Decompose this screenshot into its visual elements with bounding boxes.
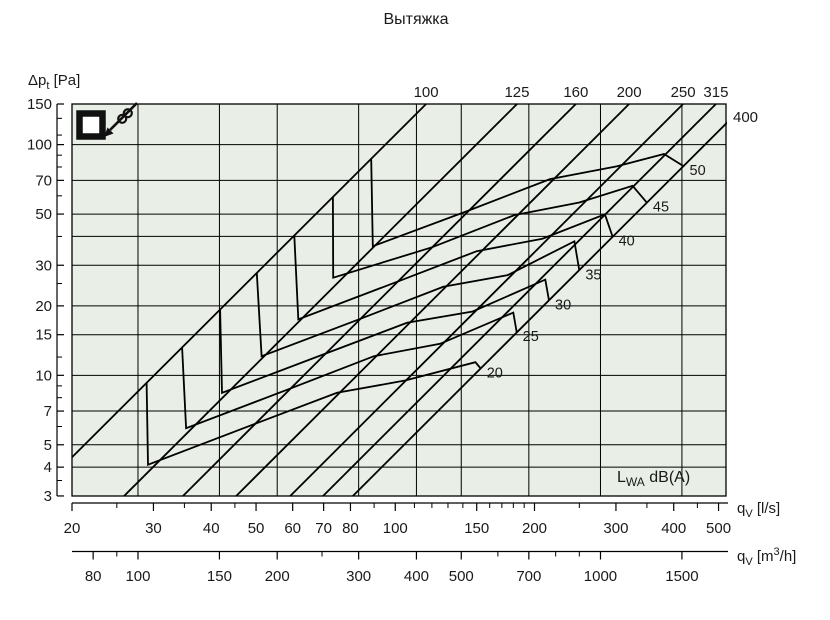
y-tick-label: 10 — [35, 367, 52, 384]
x-ls-tick-label: 40 — [203, 520, 220, 537]
noise-level-label-45: 45 — [653, 200, 669, 216]
noise-level-label-25: 25 — [523, 329, 539, 345]
x-ls-tick-label: 60 — [284, 520, 301, 537]
diameter-label-400: 400 — [733, 109, 758, 126]
x-m3h-tick-label: 100 — [125, 568, 150, 585]
noise-curve-35 — [255, 239, 581, 358]
arrow-shaft — [109, 102, 138, 131]
x-ls-tick-label: 50 — [248, 520, 265, 537]
diameter-label-100: 100 — [414, 84, 439, 101]
y-tick-label: 100 — [27, 137, 52, 154]
y-tick-label: 7 — [44, 403, 52, 420]
diameter-label-250: 250 — [671, 84, 696, 101]
noise-level-label-20: 20 — [487, 366, 503, 382]
y-tick-label: 70 — [35, 172, 52, 189]
x-ls-tick-label: 400 — [661, 520, 686, 537]
y-tick-label: 20 — [35, 298, 52, 315]
y-tick-label: 4 — [44, 459, 52, 476]
noise-level-label-50: 50 — [690, 163, 706, 179]
x-m3h-tick-label: 300 — [346, 568, 371, 585]
y-tick-label: 3 — [44, 488, 52, 505]
y-tick-label: 50 — [35, 206, 52, 223]
x-ls-tick-label: 30 — [145, 520, 162, 537]
x-m3h-tick-label: 500 — [449, 568, 474, 585]
x-ls-tick-label: 500 — [706, 520, 731, 537]
x-m3h-tick-label: 400 — [404, 568, 429, 585]
x-m3h-tick-label: 200 — [265, 568, 290, 585]
x-m3h-tick-label: 1000 — [584, 568, 617, 585]
y-tick-label: 5 — [44, 437, 52, 454]
arrow-head-icon — [104, 127, 114, 137]
y-axis-unit-label: Δpt [Pa] — [28, 72, 80, 92]
x-m3h-tick-label: 150 — [207, 568, 232, 585]
noise-curve-50 — [370, 153, 684, 248]
noise-level-label-40: 40 — [619, 234, 635, 250]
y-tick-label: 15 — [35, 327, 52, 344]
noise-curve-30 — [219, 278, 550, 395]
x-ls-tick-label: 200 — [522, 520, 547, 537]
noise-curve-20 — [145, 361, 482, 466]
noise-curve-40 — [293, 213, 614, 321]
arrow-loop-icon — [122, 108, 133, 119]
diameter-label-160: 160 — [563, 84, 588, 101]
sound-level-legend-label: LWA dB(A) — [617, 469, 690, 489]
plot-border — [71, 103, 727, 497]
diameter-label-315: 315 — [703, 84, 728, 101]
noise-curve-25 — [181, 311, 518, 430]
axes — [56, 103, 728, 560]
x-ls-tick-label: 100 — [383, 520, 408, 537]
noise-level-curves — [145, 153, 684, 466]
x-ls-tick-label: 20 — [64, 520, 81, 537]
chart-title: Вытяжка — [383, 11, 448, 28]
exhaust-air-valve-icon — [76, 102, 138, 140]
y-tick-label: 150 — [27, 96, 52, 113]
text-labels: 100 125 160 200 250 3154002025303540455015010… — [27, 72, 796, 585]
x-axis-ls-unit-label: qV [l/s] — [737, 500, 780, 520]
y-tick-label: 30 — [35, 257, 52, 274]
diameter-label-200: 200 — [617, 84, 642, 101]
noise-curve-45 — [332, 184, 648, 279]
x-ls-tick-label: 80 — [342, 520, 359, 537]
x-m3h-tick-label: 80 — [85, 568, 102, 585]
x-ls-tick-label: 300 — [603, 520, 628, 537]
x-axis-m3h-unit-label: qV [m3/h] — [737, 546, 796, 568]
arrow-loop-icon — [117, 113, 128, 124]
x-m3h-tick-label: 1500 — [665, 568, 698, 585]
noise-level-label-30: 30 — [555, 298, 571, 314]
x-ls-tick-label: 150 — [464, 520, 489, 537]
noise-level-label-35: 35 — [585, 267, 601, 283]
x-ls-tick-label: 70 — [315, 520, 332, 537]
valve-square-symbol — [76, 110, 106, 140]
x-m3h-tick-label: 700 — [516, 568, 541, 585]
diameter-label-125: 125 — [504, 84, 529, 101]
